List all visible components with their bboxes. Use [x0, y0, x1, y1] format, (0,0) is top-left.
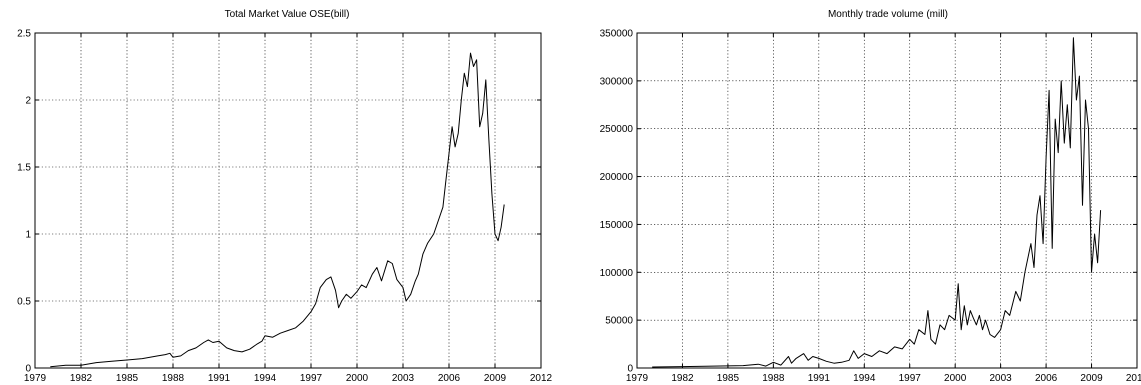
chart-right-x-tick-label: 2009: [1080, 373, 1103, 384]
chart-right-y-tick-label: 200000: [600, 172, 634, 183]
chart-right-x-tick-label: 1997: [899, 373, 922, 384]
chart-left-x-tick-label: 1997: [300, 373, 323, 384]
chart-left-grid: [35, 33, 541, 368]
chart-left-x-tick-label: 2009: [484, 373, 507, 384]
chart-left-x-tick-label: 1985: [116, 373, 139, 384]
chart-right-x-tick-label: 1985: [717, 373, 740, 384]
chart-right-y-tick-label: 0: [627, 364, 633, 375]
chart-right-x-tick-label: 1979: [626, 373, 649, 384]
chart-right-y-tick-label: 300000: [600, 76, 634, 87]
chart-right-x-tick-label: 1982: [671, 373, 694, 384]
chart-right-x-tick-label: 1994: [853, 373, 876, 384]
chart-right-y-tick-label: 250000: [600, 124, 634, 135]
chart-left-x-tick-label: 2000: [346, 373, 369, 384]
chart-left-x-tick-label: 1994: [254, 373, 277, 384]
chart-left-x-tick-label: 2012: [530, 373, 553, 384]
chart-right-grid: [637, 33, 1137, 368]
chart-left-series-line: [50, 52, 505, 368]
chart-right-y-tick-label: 100000: [600, 268, 634, 279]
chart-left-y-tick-labels: 0 0.5 1 1.5 2 2.5: [17, 29, 31, 375]
chart-right-y-tick-labels: 0 50000 100000 150000 200000 250000 300000 3500…: [600, 29, 634, 375]
chart-right-series-line: [652, 37, 1102, 368]
chart-right-x-tick-label: 2003: [990, 373, 1013, 384]
chart-right-title: Monthly trade volume (mill): [828, 9, 948, 20]
chart-left-y-tick-label: 0.5: [17, 297, 31, 308]
chart-left-title: Total Market Value OSE(bill): [225, 9, 350, 20]
chart-right-y-tick-label: 350000: [600, 29, 634, 40]
chart-right-x-tick-label: 2012: [1126, 373, 1141, 384]
chart-left-x-tick-label: 1982: [70, 373, 93, 384]
chart-left-x-tick-labels: 1979 1982 1985 1988 1991 1994 1997 2000 2003 2006…: [24, 373, 553, 384]
chart-left-x-tick-label: 1991: [208, 373, 231, 384]
chart-right-ticks: [636, 32, 1138, 369]
chart-left-y-tick-label: 2: [25, 96, 31, 107]
chart-left-x-tick-label: 1988: [162, 373, 185, 384]
chart-left-y-tick-label: 1: [25, 230, 31, 241]
chart-right-y-tick-label: 150000: [600, 220, 634, 231]
chart-left-x-tick-label: 1979: [24, 373, 47, 384]
chart-right-y-tick-label: 50000: [605, 316, 633, 327]
chart-right-x-tick-label: 2000: [944, 373, 967, 384]
chart-right-plot-frame: [636, 32, 1138, 369]
chart-right-x-tick-label: 1991: [808, 373, 831, 384]
chart-left-y-tick-label: 2.5: [17, 29, 31, 40]
chart-left-x-tick-label: 2003: [392, 373, 415, 384]
chart-right-x-tick-label: 1988: [762, 373, 785, 384]
chart-left-x-tick-label: 2006: [438, 373, 461, 384]
chart-left: Total Market Value OSE(bill) 1979 1982 198…: [17, 9, 552, 384]
chart-left-y-tick-label: 1.5: [17, 163, 31, 174]
chart-right: Monthly trade volume (mill) 1979 1982 1985…: [600, 9, 1141, 384]
chart-left-plot-frame: [34, 32, 542, 369]
chart-left-ticks: [34, 32, 542, 369]
chart-right-x-tick-labels: 1979 1982 1985 1988 1991 1994 1997 2000 2003 2006…: [626, 373, 1141, 384]
chart-right-x-tick-label: 2006: [1035, 373, 1058, 384]
chart-left-y-tick-label: 0: [25, 364, 31, 375]
